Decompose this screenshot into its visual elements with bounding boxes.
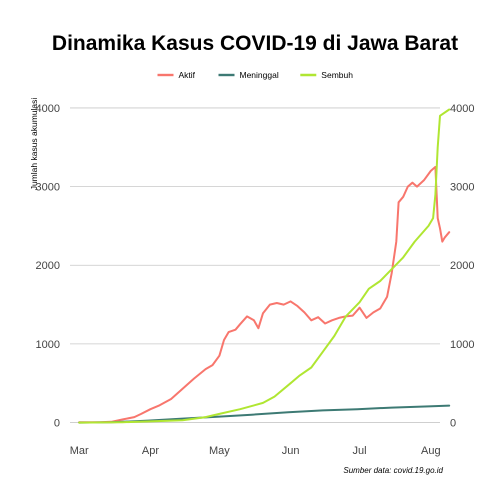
x-tick-label: Apr	[142, 445, 159, 457]
y-tick-label-left: 2000	[36, 260, 60, 272]
legend-label-aktif: Aktif	[179, 70, 196, 80]
chart-title: Dinamika Kasus COVID-19 di Jawa Barat	[52, 32, 458, 55]
y-tick-label-left: 0	[54, 418, 60, 430]
y-axis-right: 0 1000 2000 3000 4000	[450, 103, 474, 430]
legend: Aktif Meninggal Sembuh	[157, 70, 353, 80]
y-axis-left: 0 1000 2000 3000 4000	[36, 103, 60, 430]
x-tick-label: Jul	[353, 445, 367, 457]
x-tick-label: Jun	[282, 445, 300, 457]
y-tick-label-right: 1000	[450, 339, 474, 351]
y-tick-label-right: 4000	[450, 103, 474, 115]
grid-lines	[70, 107, 440, 423]
y-tick-label-left: 1000	[36, 339, 60, 351]
legend-label-meninggal: Meninggal	[240, 70, 279, 80]
y-tick-label-left: 3000	[36, 182, 60, 194]
series-line-sembuh	[78, 108, 451, 424]
y-tick-label-left: 4000	[36, 103, 60, 115]
x-axis: Mar Apr May Jun Jul Aug	[70, 445, 441, 457]
x-tick-label: May	[209, 445, 230, 457]
y-tick-label-right: 0	[450, 418, 456, 430]
x-tick-label: Aug	[421, 445, 441, 457]
series-line-meninggal	[78, 404, 451, 424]
series-line-aktif	[78, 165, 451, 424]
y-tick-label-right: 3000	[450, 182, 474, 194]
x-tick-label: Mar	[70, 445, 89, 457]
plot-series	[78, 108, 451, 424]
y-tick-label-right: 2000	[450, 260, 474, 272]
y-axis-label: Jumlah kasus akumulasi	[29, 98, 39, 191]
source-caption: Sumber data: covid.19.go.id	[343, 466, 443, 475]
legend-label-sembuh: Sembuh	[321, 70, 353, 80]
